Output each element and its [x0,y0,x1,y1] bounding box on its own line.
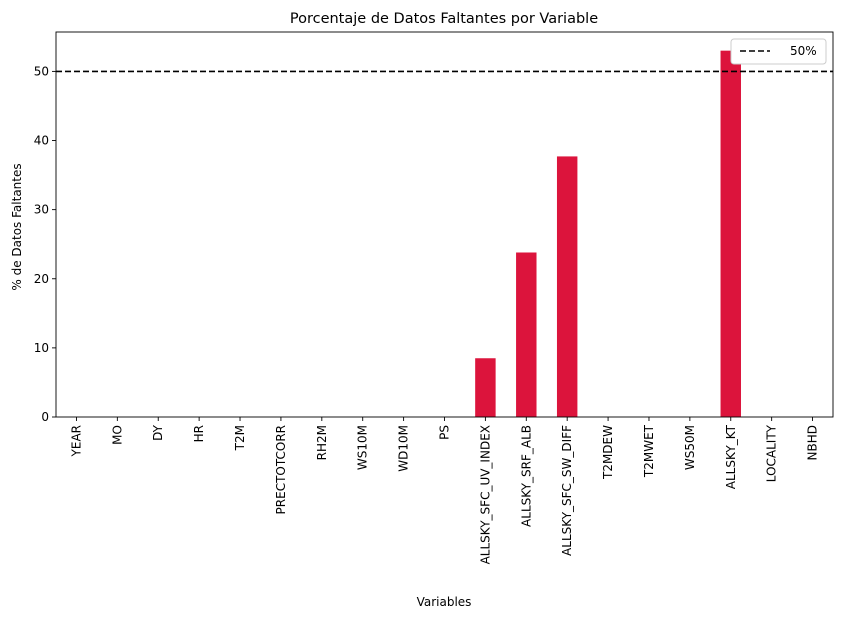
x-tick-label: WD10M [397,425,411,472]
x-tick-label: RH2M [315,425,329,460]
legend: 50% [730,38,827,65]
x-tick-label: WS50M [683,425,697,470]
x-tick-label: T2MWET [642,424,656,478]
x-tick-label: YEAR [69,425,83,457]
x-axis-label: Variables [417,595,472,609]
y-tick-label: 20 [34,272,49,286]
legend-entry-50-percent: 50% [790,44,817,58]
y-tick-label: 30 [34,203,49,217]
bar-allsky-sfc-sw-diff [556,156,578,418]
bar-allsky-srf-alb [516,252,537,417]
plot-frame [55,31,834,418]
x-tick-label: PS [438,425,452,440]
legend-box [730,38,827,65]
x-tick-label: DY [151,424,165,441]
bar-allsky-kt [720,50,741,418]
x-tick-label: ALLSKY_SFC_SW_DIFF [560,425,574,556]
x-tick-label: MO [110,425,124,445]
x-tick-label: NBHD [806,425,820,460]
x-tick-label: HR [192,425,206,442]
chart-title: Porcentaje de Datos Faltantes por Variab… [290,11,598,27]
y-tick-label: 40 [34,134,49,148]
bar-allsky-sfc-uv-index [475,358,496,417]
x-tick-label: T2M [233,425,247,451]
x-tick-label: ALLSKY_SRF_ALB [519,425,533,527]
y-tick-label: 50 [34,64,49,78]
plot-area: 0 10 20 30 40 50 YEAR MO DY HR T2M PRECTOTCORR RH2M W… [34,31,834,564]
x-tick-label: ALLSKY_SFC_UV_INDEX [478,425,492,564]
x-tick-label: PRECTOTCORR [274,425,288,514]
y-tick-label: 10 [34,341,49,355]
y-tick-label: 0 [41,410,49,424]
x-tick-label: ALLSKY_KT [724,424,738,489]
x-tick-label: WS10M [356,425,370,470]
y-axis-label: % de Datos Faltantes [10,163,24,290]
x-tick-label: T2MDEW [601,425,615,480]
x-tick-label: LOCALITY [765,424,779,482]
